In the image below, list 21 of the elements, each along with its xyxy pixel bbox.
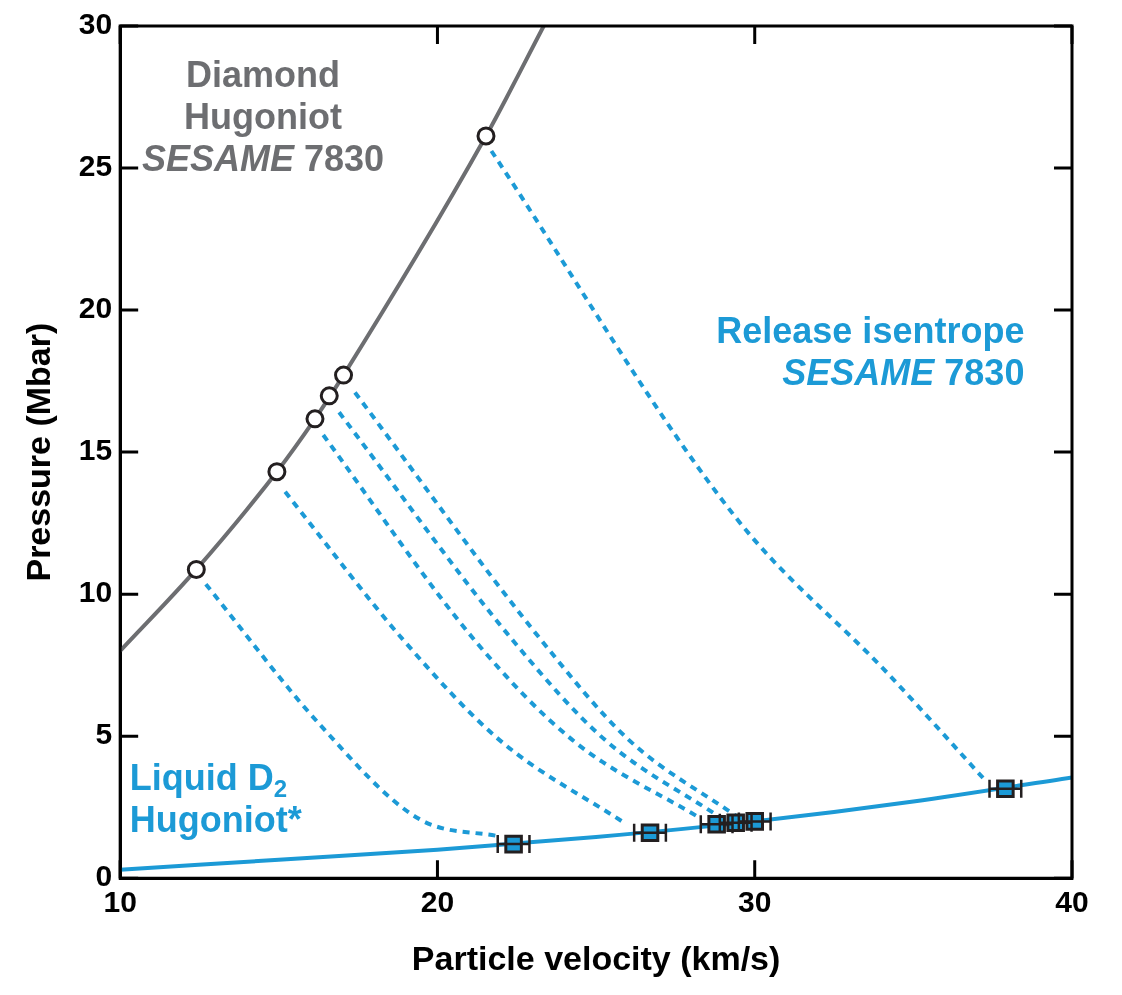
x-tick-label: 30 — [738, 885, 772, 919]
point — [186, 559, 206, 579]
y-axis-title: Pressure (Mbar) — [18, 322, 57, 582]
point — [334, 365, 354, 385]
y-tick-label: 20 — [78, 291, 113, 325]
point — [476, 126, 496, 146]
y-tick-label: 10 — [78, 575, 113, 609]
point — [267, 462, 287, 482]
x-tick-label: 20 — [420, 885, 455, 919]
point — [305, 409, 325, 429]
point — [319, 386, 339, 406]
y-tick-label: 15 — [78, 433, 113, 467]
series-label: Diamond Hugoniot SESAME 7830 — [141, 54, 385, 180]
y-tick-label: 5 — [95, 717, 113, 751]
x-tick-label: 40 — [1055, 885, 1089, 919]
line-series — [120, 26, 546, 653]
x-axis-title: Particle velocity (km/s) — [411, 938, 781, 977]
y-tick-label: 0 — [95, 859, 113, 893]
y-tick-label: 30 — [78, 7, 113, 41]
y-tick-label: 25 — [78, 149, 113, 183]
series-label: Release isentrope SESAME 7830 — [716, 309, 1025, 393]
